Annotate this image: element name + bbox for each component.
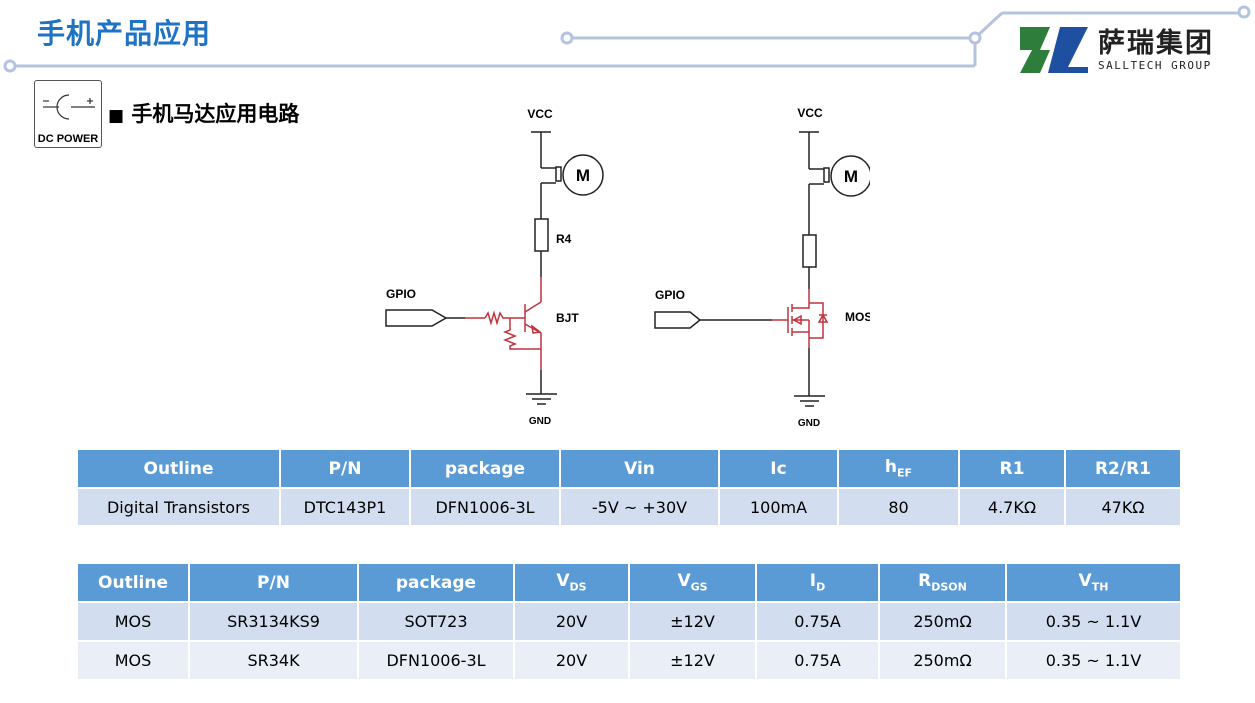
cell: ±12V bbox=[628, 601, 757, 642]
cell: 20V bbox=[513, 640, 630, 681]
mos-vcc-label: VCC bbox=[797, 106, 823, 120]
cell: 0.35 ~ 1.1V bbox=[1005, 601, 1182, 642]
bjt-gpio-label: GPIO bbox=[386, 287, 416, 301]
company-logo: 萨瑞集团 SALLTECH GROUP bbox=[1020, 27, 1212, 77]
table-row: Digital Transistors DTC143P1 DFN1006-3L … bbox=[76, 487, 1182, 527]
bjt-circuit-diagram: VCC M R4 GPIO BJT GND bbox=[385, 106, 870, 429]
col-header: package bbox=[409, 448, 561, 489]
table-header-row: Outline P/N package Vin Ic hEF R1 R2/R1 bbox=[76, 448, 1182, 489]
col-header: R2/R1 bbox=[1064, 448, 1182, 489]
col-header: Ic bbox=[718, 448, 839, 489]
cell: ±12V bbox=[628, 640, 757, 681]
bullet-icon: ■ bbox=[108, 106, 125, 126]
bjt-motor-label: M bbox=[576, 166, 590, 185]
cell: 47KΩ bbox=[1064, 487, 1182, 527]
logo-mark-icon bbox=[1020, 27, 1088, 73]
cell: MOS bbox=[76, 601, 190, 642]
cell: 0.35 ~ 1.1V bbox=[1005, 640, 1182, 681]
logo-cn: 萨瑞集团 bbox=[1098, 28, 1214, 59]
bjt-resistor-label: R4 bbox=[556, 232, 572, 246]
cell: Digital Transistors bbox=[76, 487, 281, 527]
cell: DFN1006-3L bbox=[357, 640, 515, 681]
bjt-gnd-label: GND bbox=[529, 416, 551, 427]
section-title: ■ 手机马达应用电路 bbox=[108, 98, 299, 128]
mos-gpio-label: GPIO bbox=[655, 288, 685, 302]
section-title-text: 手机马达应用电路 bbox=[131, 102, 300, 126]
cell: 80 bbox=[837, 487, 960, 527]
cell: 20V bbox=[513, 601, 630, 642]
col-header: R1 bbox=[958, 448, 1066, 489]
col-header: hEF bbox=[837, 448, 960, 489]
col-header: Outline bbox=[76, 448, 281, 489]
cell: 4.7KΩ bbox=[958, 487, 1066, 527]
digital-transistor-table: Outline P/N package Vin Ic hEF R1 R2/R1 … bbox=[76, 448, 1182, 527]
mos-motor-label: M bbox=[844, 167, 858, 186]
cell: DFN1006-3L bbox=[409, 487, 561, 527]
cell: SR34K bbox=[188, 640, 359, 681]
col-header: package bbox=[357, 562, 515, 603]
bjt-vcc-label: VCC bbox=[527, 107, 553, 121]
table-row: MOS SR34K DFN1006-3L 20V ±12V 0.75A 250m… bbox=[76, 640, 1182, 681]
cell: 250mΩ bbox=[878, 640, 1007, 681]
col-header: VTH bbox=[1005, 562, 1182, 603]
cell: 0.75A bbox=[755, 601, 880, 642]
table-header-row: Outline P/N package VDS VGS ID RDSON VTH bbox=[76, 562, 1182, 603]
col-header: ID bbox=[755, 562, 880, 603]
col-header: P/N bbox=[279, 448, 411, 489]
cell: SR3134KS9 bbox=[188, 601, 359, 642]
mos-device-label: MOS bbox=[845, 310, 870, 324]
dc-power-icon: DC POWER bbox=[34, 80, 102, 148]
cell: DTC143P1 bbox=[279, 487, 411, 527]
dc-power-label: DC POWER bbox=[37, 133, 99, 145]
cell: MOS bbox=[76, 640, 190, 681]
mos-gnd-label: GND bbox=[798, 418, 820, 429]
page-title: 手机产品应用 bbox=[37, 17, 212, 50]
col-header: P/N bbox=[188, 562, 359, 603]
cell: SOT723 bbox=[357, 601, 515, 642]
cell: 100mA bbox=[718, 487, 839, 527]
bjt-device-label: BJT bbox=[556, 311, 579, 325]
col-header: RDSON bbox=[878, 562, 1007, 603]
mos-table: Outline P/N package VDS VGS ID RDSON VTH… bbox=[76, 562, 1182, 681]
col-header: VGS bbox=[628, 562, 757, 603]
col-header: Vin bbox=[559, 448, 720, 489]
mos-transistor-symbol bbox=[772, 289, 829, 348]
header-decoration bbox=[3, 5, 1251, 73]
bjt-transistor-symbol bbox=[465, 277, 542, 370]
logo-en: SALLTECH GROUP bbox=[1098, 59, 1212, 72]
cell: -5V ~ +30V bbox=[559, 487, 720, 527]
col-header: VDS bbox=[513, 562, 630, 603]
col-header: Outline bbox=[76, 562, 190, 603]
table-row: MOS SR3134KS9 SOT723 20V ±12V 0.75A 250m… bbox=[76, 601, 1182, 642]
cell: 250mΩ bbox=[878, 601, 1007, 642]
cell: 0.75A bbox=[755, 640, 880, 681]
